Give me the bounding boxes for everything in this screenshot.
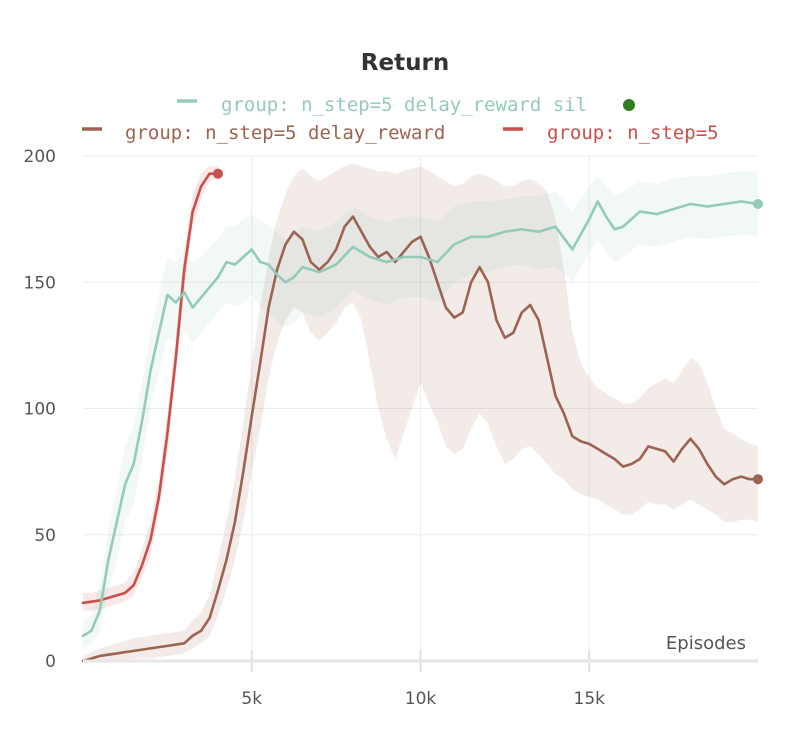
x-tick-label: 15k (574, 689, 606, 709)
series-line-1 (81, 215, 760, 663)
series-endpoints (213, 168, 763, 485)
y-tick-label: 0 (45, 652, 56, 672)
x-axis-ticks: 5k 10k 15k (241, 650, 605, 709)
legend-label-n-step: group: n_step=5 (547, 122, 719, 144)
chart-title: Return (361, 50, 449, 76)
series-lines (81, 172, 760, 663)
x-axis-label: Episodes (666, 633, 746, 654)
y-axis-ticks: 0 50 100 150 200 (24, 147, 56, 672)
x-tick-label: 5k (241, 689, 262, 709)
series-line-2 (81, 172, 220, 605)
gridlines (83, 155, 758, 661)
series-band-0 (83, 171, 758, 649)
y-tick-label: 200 (24, 147, 56, 167)
legend-label-delay-reward: group: n_step=5 delay_reward (125, 122, 445, 144)
x-tick-label: 10k (405, 689, 437, 709)
series-endpoint-1 (753, 474, 763, 485)
y-tick-label: 100 (24, 400, 56, 420)
legend-item-n-step[interactable]: group: n_step=5 (503, 122, 719, 144)
legend-item-delay-reward[interactable]: group: n_step=5 delay_reward (82, 122, 445, 144)
legend-dot-icon (623, 99, 635, 111)
series-endpoint-2 (213, 168, 223, 179)
legend-label-sil: group: n_step=5 delay_reward sil (221, 94, 587, 116)
legend-item-sil[interactable]: group: n_step=5 delay_reward sil (177, 94, 635, 116)
y-tick-label: 50 (34, 526, 56, 546)
y-tick-label: 150 (24, 273, 56, 293)
series-band-1 (83, 163, 758, 661)
series-endpoint-0 (753, 198, 763, 209)
legend: group: n_step=5 delay_reward sil group: … (82, 94, 719, 144)
series-line-0 (81, 200, 760, 638)
